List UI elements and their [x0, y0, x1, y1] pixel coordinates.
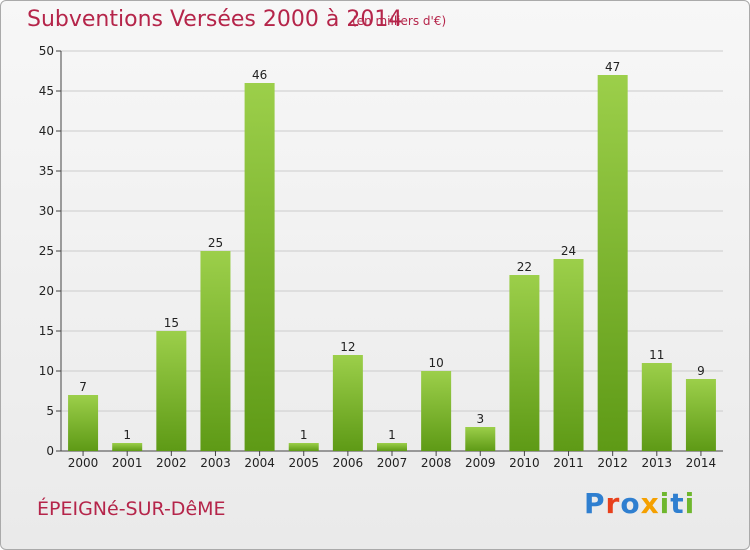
x-tick-labels: 2000 2001 2002 2003 2004 2005 2006 2007 2008 2009…: [68, 456, 716, 470]
y-tick-label: 50: [39, 44, 54, 58]
y-tick-label: 0: [46, 444, 54, 458]
logo-letter: o: [620, 487, 641, 520]
logo-letter: i: [659, 487, 671, 520]
bar-2005: [288, 443, 319, 451]
data-label-2012: 47: [605, 60, 620, 74]
data-label-2003: 25: [208, 236, 223, 250]
y-tick-label: 15: [39, 324, 54, 338]
data-label-2007: 1: [388, 428, 396, 442]
data-label-2014: 9: [697, 364, 705, 378]
y-tick-label: 10: [39, 364, 54, 378]
bar-2012: [597, 75, 628, 451]
data-label-2000: 7: [79, 380, 87, 394]
x-tick-label-2014: 2014: [686, 456, 717, 470]
bar-2002: [156, 331, 187, 451]
y-tick-labels: 0 5 10 15 20 25 30 35 40 45 50: [39, 44, 54, 458]
bar-2013: [641, 363, 672, 451]
x-tick-label-2003: 2003: [200, 456, 231, 470]
data-label-2008: 10: [428, 356, 443, 370]
proxiti-logo: Proxiti: [584, 487, 695, 520]
data-label-2009: 3: [476, 412, 484, 426]
logo-letter: x: [640, 487, 660, 520]
data-labels: 7 1 15 25 46 1 12 1 10 3 22 24 47 11 9: [79, 60, 705, 442]
commune-name: ÉPEIGNé-SUR-DêME: [37, 498, 226, 520]
bars: [68, 75, 716, 451]
bar-2006: [332, 355, 363, 451]
bar-2011: [553, 259, 584, 451]
chart-title: Subventions Versées 2000 à 2014: [27, 7, 403, 32]
logo-letter: i: [684, 487, 696, 520]
x-tick-label-2010: 2010: [509, 456, 540, 470]
x-tick-label-2004: 2004: [244, 456, 275, 470]
data-label-2010: 22: [517, 260, 532, 274]
bar-2003: [200, 251, 231, 451]
unit-note: (en milliers d'€): [352, 14, 447, 28]
data-label-2004: 46: [252, 68, 267, 82]
bar-2008: [421, 371, 452, 451]
x-tick-label-2009: 2009: [465, 456, 496, 470]
x-tick-label-2006: 2006: [333, 456, 364, 470]
y-tick-label: 25: [39, 244, 54, 258]
x-tick-label-2001: 2001: [112, 456, 143, 470]
bar-2000: [68, 395, 99, 451]
bar-2009: [465, 427, 496, 451]
y-tick-label: 45: [39, 84, 54, 98]
data-label-2002: 15: [164, 316, 179, 330]
data-label-2001: 1: [123, 428, 131, 442]
bar-2001: [112, 443, 143, 451]
logo-letter: t: [670, 487, 685, 520]
x-tick-label-2007: 2007: [377, 456, 408, 470]
x-tick-label-2013: 2013: [642, 456, 673, 470]
x-tick-label-2008: 2008: [421, 456, 452, 470]
y-tick-label: 20: [39, 284, 54, 298]
y-tick-label: 5: [46, 404, 54, 418]
bar-2004: [244, 83, 275, 451]
y-tick-label: 35: [39, 164, 54, 178]
logo-letter: r: [605, 487, 621, 520]
y-tick-label: 40: [39, 124, 54, 138]
data-label-2005: 1: [300, 428, 308, 442]
bar-2007: [377, 443, 407, 451]
x-tick-label-2012: 2012: [597, 456, 628, 470]
x-tick-label-2011: 2011: [553, 456, 584, 470]
data-label-2013: 11: [649, 348, 664, 362]
data-label-2011: 24: [561, 244, 576, 258]
x-tick-label-2002: 2002: [156, 456, 187, 470]
x-tick-label-2005: 2005: [288, 456, 319, 470]
bar-2014: [685, 379, 716, 451]
bar-2010: [509, 275, 540, 451]
y-tick-label: 30: [39, 204, 54, 218]
logo-letter: P: [584, 487, 606, 520]
x-tick-label-2000: 2000: [68, 456, 99, 470]
data-label-2006: 12: [340, 340, 355, 354]
